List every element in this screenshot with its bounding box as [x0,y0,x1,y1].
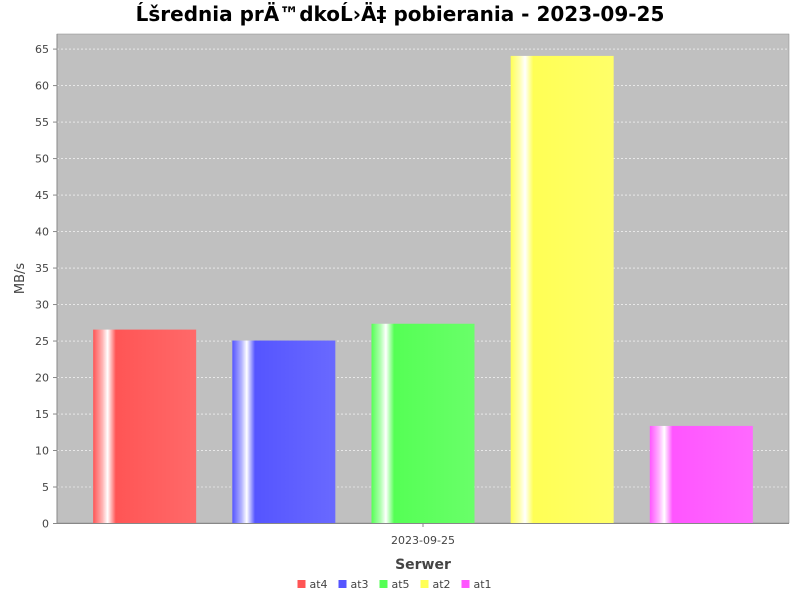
legend-swatch-at2 [420,580,429,588]
legend: at4 at3 at5 at2 at1 [297,578,492,591]
bar-at5 [371,323,475,523]
legend-label-at5: at5 [392,578,410,591]
y-tick-label: 65 [35,43,49,56]
y-tick-label: 30 [35,299,49,312]
x-tick-label: 2023-09-25 [391,534,455,547]
legend-swatch-at1 [461,580,470,588]
legend-label-at1: at1 [474,578,492,591]
legend-label-at4: at4 [310,578,328,591]
y-axis: 0 5 10 15 20 25 30 35 40 45 50 55 60 65 [35,34,58,531]
chart-title: Ĺšrednia prÄ™dkoĹ›Ä‡ pobierania - 2023-0… [136,2,665,26]
y-tick-label: 60 [35,80,49,93]
x-axis: 2023-09-25 [57,523,789,547]
bars-group [93,55,753,524]
y-tick-label: 0 [42,518,49,531]
y-tick-label: 55 [35,116,49,129]
y-tick-label: 45 [35,189,49,202]
y-tick-label: 20 [35,372,49,385]
legend-label-at3: at3 [351,578,369,591]
y-tick-label: 35 [35,262,49,275]
y-tick-label: 50 [35,153,49,166]
x-axis-title: Serwer [395,557,451,573]
y-axis-label: MB/s [13,263,28,295]
bar-at2 [510,55,614,524]
y-tick-label: 25 [35,335,49,348]
legend-swatch-at3 [338,580,347,588]
legend-swatch-at5 [379,580,388,588]
bar-at4 [93,329,197,523]
y-tick-label: 5 [42,481,49,494]
bar-at1 [649,425,753,523]
legend-label-at2: at2 [433,578,451,591]
bar-at3 [232,340,336,523]
y-tick-label: 15 [35,408,49,421]
legend-swatch-at4 [297,580,306,588]
y-tick-label: 10 [35,445,49,458]
y-tick-label: 40 [35,226,49,239]
